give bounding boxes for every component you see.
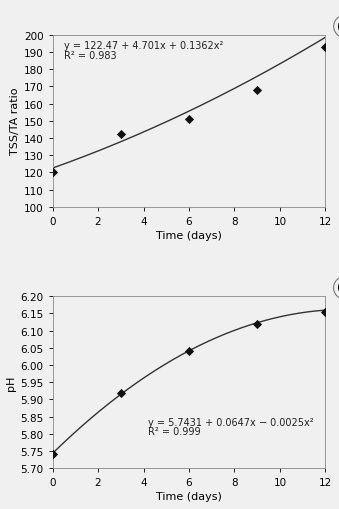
Text: (a): (a) (337, 21, 339, 34)
Text: R² = 0.983: R² = 0.983 (64, 51, 117, 61)
X-axis label: Time (days): Time (days) (156, 491, 222, 501)
Point (50, 450, 55, 459)
Y-axis label: pH: pH (6, 375, 16, 390)
Text: y = 5.7431 + 0.0647x − 0.0025x²: y = 5.7431 + 0.0647x − 0.0025x² (148, 417, 314, 428)
Point (323, 308, 328, 316)
Point (118, 389, 123, 397)
Y-axis label: TSS/TA ratio: TSS/TA ratio (9, 88, 20, 155)
Text: (b): (b) (337, 282, 339, 295)
Point (255, 87, 260, 95)
Point (255, 320, 260, 328)
Point (186, 348, 192, 356)
Text: R² = 0.999: R² = 0.999 (148, 427, 201, 436)
Point (186, 116, 192, 124)
Point (50, 169, 55, 177)
Point (118, 131, 123, 139)
X-axis label: Time (days): Time (days) (156, 231, 222, 240)
Text: y = 122.47 + 4.701x + 0.1362x²: y = 122.47 + 4.701x + 0.1362x² (64, 41, 223, 51)
Point (323, 44, 328, 52)
